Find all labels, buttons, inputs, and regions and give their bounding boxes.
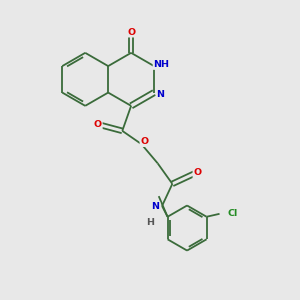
Text: N: N [157, 90, 164, 99]
Text: O: O [94, 120, 102, 129]
Text: H: H [146, 218, 154, 226]
Text: O: O [140, 137, 148, 146]
Text: O: O [127, 28, 135, 37]
Text: O: O [193, 169, 201, 178]
Text: NH: NH [153, 60, 170, 69]
Text: Cl: Cl [228, 209, 238, 218]
Text: N: N [152, 202, 160, 211]
